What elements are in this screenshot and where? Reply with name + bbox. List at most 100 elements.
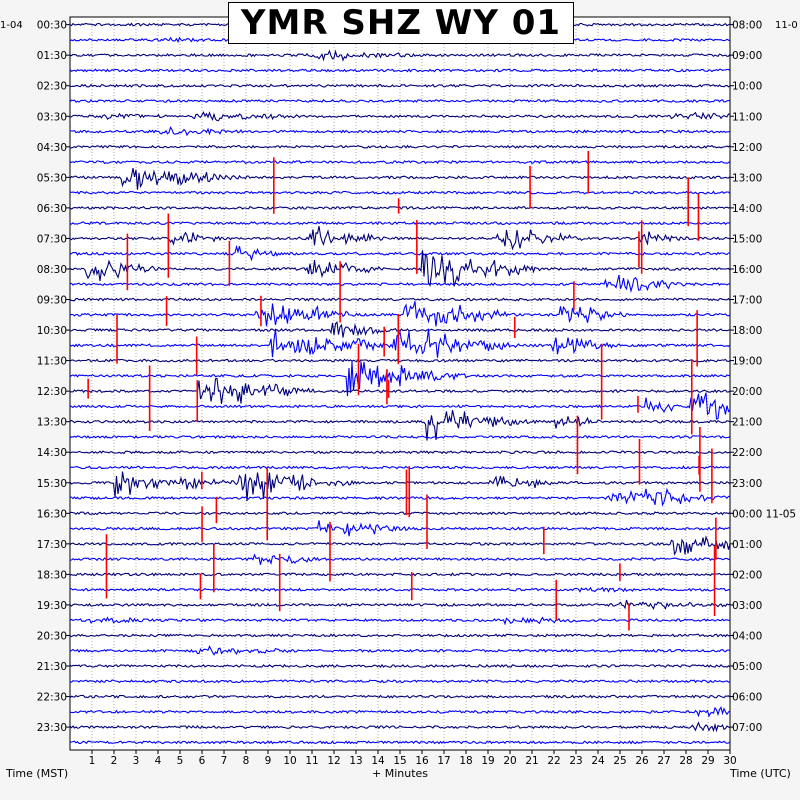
trace-line bbox=[69, 297, 731, 302]
right-tick-label: 02:00 bbox=[732, 569, 762, 581]
right-tick-label: 11:00 bbox=[732, 111, 762, 123]
x-tick-label: 25 bbox=[613, 755, 626, 767]
right-tick-label: 15:00 bbox=[732, 233, 762, 245]
x-tick-label: 11 bbox=[305, 755, 318, 767]
left-tick-label: 18:30 bbox=[37, 569, 67, 581]
trace-line bbox=[69, 49, 731, 62]
trace-line bbox=[69, 663, 731, 669]
right-tick-label: 21:00 bbox=[732, 417, 762, 429]
left-tick-label: 03:30 bbox=[37, 111, 67, 123]
trace-line bbox=[69, 225, 731, 251]
trace-line bbox=[69, 328, 731, 358]
x-tick-label: 21 bbox=[525, 755, 538, 767]
left-tick-label: 10:30 bbox=[37, 325, 67, 337]
x-tick-label: 4 bbox=[155, 755, 162, 767]
trace-line bbox=[69, 616, 731, 626]
trace-line bbox=[69, 160, 731, 165]
trace-line bbox=[69, 633, 730, 638]
left-tick-label: 09:30 bbox=[37, 295, 67, 307]
left-tick-label: 19:30 bbox=[37, 600, 67, 612]
trace-line bbox=[69, 706, 731, 718]
left-tick-label: 05:30 bbox=[37, 172, 67, 184]
trace-line bbox=[69, 126, 731, 137]
right-tick-label: 08:00 bbox=[732, 20, 762, 32]
right-tick-label: 06:00 bbox=[732, 692, 762, 704]
left-tick-label: 20:30 bbox=[37, 630, 67, 642]
trace-line bbox=[69, 487, 731, 507]
x-tick-label: 3 bbox=[133, 755, 140, 767]
trace-line bbox=[69, 301, 731, 327]
left-date-label: 1-04 bbox=[0, 20, 23, 31]
left-tick-label: 04:30 bbox=[37, 142, 67, 154]
x-tick-label: 22 bbox=[547, 755, 560, 767]
trace-line bbox=[69, 679, 731, 684]
trace-line bbox=[69, 68, 731, 73]
trace-line bbox=[69, 144, 731, 149]
left-tick-label: 15:30 bbox=[37, 478, 67, 490]
trace-line bbox=[69, 274, 730, 294]
left-tick-label: 00:30 bbox=[37, 20, 67, 32]
x-tick-label: 12 bbox=[327, 755, 340, 767]
trace-line bbox=[69, 392, 731, 420]
trace-line bbox=[69, 250, 731, 287]
trace-line bbox=[69, 111, 731, 122]
x-tick-label: 10 bbox=[283, 755, 296, 767]
right-tick-label: 09:00 bbox=[732, 50, 762, 62]
left-tick-label: 16:30 bbox=[37, 508, 67, 520]
x-tick-label: 18 bbox=[459, 755, 472, 767]
trace-line bbox=[69, 244, 731, 262]
x-tick-label: 29 bbox=[701, 755, 714, 767]
trace-line bbox=[69, 471, 731, 502]
left-tick-label: 22:30 bbox=[37, 692, 67, 704]
x-tick-label: 16 bbox=[415, 755, 429, 767]
left-tick-label: 08:30 bbox=[37, 264, 67, 276]
right-tick-label: 12:00 bbox=[732, 142, 762, 154]
right-tick-label: 04:00 bbox=[732, 630, 762, 642]
left-axis-label: Time (MST) bbox=[6, 767, 69, 780]
trace-line bbox=[69, 694, 731, 699]
trace-line bbox=[69, 205, 731, 210]
x-tick-label: 2 bbox=[111, 755, 118, 767]
right-tick-label: 05:00 bbox=[732, 661, 762, 673]
trace-line bbox=[70, 83, 731, 88]
trace-line bbox=[69, 721, 731, 733]
right-tick-label: 00:00 11-05 bbox=[732, 508, 796, 520]
right-tick-label: 22:00 bbox=[732, 447, 762, 459]
right-tick-label: 14:00 bbox=[732, 203, 762, 215]
trace-line bbox=[70, 740, 731, 745]
right-tick-label: 07:00 bbox=[732, 722, 762, 734]
right-tick-label: 18:00 bbox=[732, 325, 762, 337]
x-tick-label: 13 bbox=[349, 755, 362, 767]
left-tick-label: 13:30 bbox=[37, 417, 67, 429]
left-tick-label: 06:30 bbox=[37, 203, 67, 215]
x-tick-label: 6 bbox=[199, 755, 206, 767]
x-tick-label: 19 bbox=[481, 755, 494, 767]
right-tick-label: 10:00 bbox=[732, 81, 762, 93]
left-tick-label: 17:30 bbox=[37, 539, 67, 551]
trace-line bbox=[69, 553, 731, 566]
x-tick-label: 27 bbox=[657, 755, 670, 767]
trace-line bbox=[69, 465, 731, 470]
x-tick-label: 17 bbox=[437, 755, 450, 767]
trace-line bbox=[69, 221, 731, 226]
trace-line bbox=[69, 520, 731, 537]
x-tick-label: 14 bbox=[371, 755, 385, 767]
trace-line bbox=[69, 535, 731, 556]
trace-line bbox=[69, 361, 731, 397]
left-tick-label: 02:30 bbox=[37, 81, 67, 93]
left-tick-label: 23:30 bbox=[37, 722, 67, 734]
trace-line bbox=[69, 511, 731, 516]
x-axis-label: + Minutes bbox=[372, 767, 429, 780]
trace-line bbox=[69, 434, 731, 440]
trace-line bbox=[69, 599, 731, 610]
right-tick-label: 16:00 bbox=[732, 264, 762, 276]
right-tick-label: 23:00 bbox=[732, 478, 762, 490]
x-tick-label: 30 bbox=[723, 755, 736, 767]
trace-line bbox=[69, 377, 731, 404]
trace-line bbox=[69, 98, 731, 103]
left-tick-label: 21:30 bbox=[37, 661, 67, 673]
right-tick-label: 03:00 bbox=[732, 600, 762, 612]
x-tick-label: 1 bbox=[89, 755, 96, 767]
x-tick-label: 26 bbox=[635, 755, 649, 767]
